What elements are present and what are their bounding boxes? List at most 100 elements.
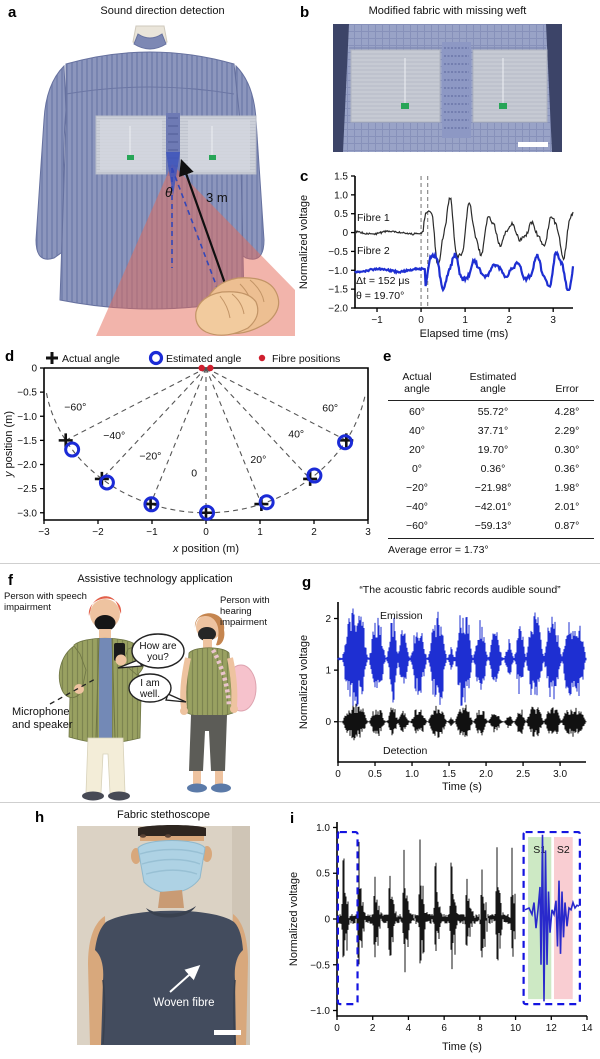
ray-angle-label: 20° <box>250 454 266 466</box>
fibre-pin-right <box>499 103 507 109</box>
panel-c: c −1 0 1 2 3 1.5 1.0 0.5 0 −0.5 −1.0 −1.5 −2.0 Fibre … <box>295 160 600 345</box>
y-tick-label: −1.5 <box>17 436 37 447</box>
panel-i: i 0 2 4 6 8 10 12 14 1.0 0.5 0 −0.5 −1.0 S1 S2 Time (s)… <box>285 804 600 1059</box>
legend-label: Actual angle <box>62 353 120 365</box>
panel-a: a Sound direction detection <box>0 0 295 345</box>
shirt-left-sleeve <box>35 64 69 260</box>
panel-b: b Modified fabric with missing weft <box>295 0 600 160</box>
audio-waveform-chart: 0 0.5 1.0 1.5 2.0 2.5 3.0 0 1 2 Emission Detection T… <box>298 602 587 793</box>
panel-f: f Assistive technology application Perso… <box>0 566 295 802</box>
ray-angle-label: 0 <box>191 468 197 480</box>
right-person-caption: Person with hearing impairment <box>220 595 270 628</box>
x-tick-label: 1 <box>462 315 468 326</box>
panel-h-title: Fabric stethoscope <box>117 809 210 821</box>
fabric-closeup-photo <box>333 24 562 152</box>
x-tick-label: −2 <box>92 527 104 538</box>
angle-estimation-chart: −3 −2 −1 0 1 2 3 0 −0.5 −1.0 −1.5 −2.0 −2.5 −3.0 −60° −… <box>3 350 371 555</box>
axis-label: Time (s) <box>442 781 482 793</box>
waveform-detection <box>337 703 587 741</box>
angle-ray <box>101 367 207 480</box>
legend-dot-icon <box>258 354 266 362</box>
right-person-mask <box>198 627 216 641</box>
x-tick-label: 0 <box>334 1023 340 1034</box>
legend-label: Fibre positions <box>272 353 340 365</box>
panel-h-label: h <box>35 809 45 826</box>
x-tick-label: 10 <box>510 1023 522 1034</box>
fibre-pin-right <box>209 155 216 160</box>
left-person-pants <box>85 737 126 794</box>
right-person-shoe <box>211 783 231 793</box>
x-tick-label: −1 <box>146 527 158 538</box>
hair <box>138 825 206 836</box>
shirt-neckline <box>146 906 196 918</box>
x-tick-label: 8 <box>477 1023 483 1034</box>
angle-ray <box>205 367 311 480</box>
y-tick-label: 0.5 <box>334 209 348 220</box>
fabric-panel-right <box>188 120 250 170</box>
heartbeat-waveform <box>336 839 516 973</box>
fabric-panel-left <box>100 120 162 170</box>
x-tick-label: 2.0 <box>479 769 493 780</box>
y-tick-label: −0.5 <box>310 960 330 971</box>
right-person-pants <box>189 715 227 771</box>
strip-texture <box>168 117 178 167</box>
panel-d: d −3 −2 −1 0 1 2 3 0 −0.5 −1.0 −1.5 −2.0 −2.5 −3.0 −60… <box>0 345 378 563</box>
left-person-caption: Person with speech impairment <box>4 591 87 613</box>
table-row: −20° −21.98° 1.98° <box>405 482 580 495</box>
panel-b-label: b <box>300 4 310 21</box>
y-tick-label: 2 <box>325 614 331 625</box>
x-tick-label: 0 <box>335 769 341 780</box>
angle-error-table: Actual angle Estimated angle Error 60° 55.72° 4… <box>388 361 594 556</box>
panel-a-title: Sound direction detection <box>100 5 225 17</box>
trace-fibre-2 <box>354 250 575 293</box>
left-person-shirt-strip <box>99 638 112 738</box>
speech-bubble-1: How are you? <box>117 633 185 669</box>
right-person-hair <box>194 613 225 646</box>
y-tick-label: 0 <box>325 717 331 728</box>
series-label: Fibre 2 <box>357 245 390 257</box>
axis-label: Normalized voltage <box>288 872 300 966</box>
panel-e: e Actual angle Estimated angle Error 60° 55.72… <box>378 345 600 563</box>
assistive-technology-illustration: How are you? I am well. <box>49 596 257 801</box>
distance-label: 3 m <box>206 190 228 205</box>
right-person-shirt <box>184 647 234 718</box>
shirt-yoke-seam <box>65 86 235 95</box>
fibre-pin-left <box>401 103 409 109</box>
panel-a-label: a <box>8 4 17 21</box>
table-header: Estimated angle <box>469 370 517 395</box>
x-tick-label: 1.5 <box>442 769 456 780</box>
woven-fibre-arrow <box>169 965 201 993</box>
svg-text:you?: you? <box>147 652 169 663</box>
fibre-voltage-chart: −1 0 1 2 3 1.5 1.0 0.5 0 −0.5 −1.0 −1.5 −2.0 Fibre 1 F… <box>298 172 575 340</box>
angle-ray <box>205 367 262 505</box>
hand-front <box>195 291 259 336</box>
table-row: −60° −59.13° 0.87° <box>405 520 580 533</box>
svg-text:I am: I am <box>140 678 159 689</box>
panel-h: h Fabric stethoscope Wo <box>0 804 290 1059</box>
x-tick-label: 14 <box>581 1023 593 1034</box>
ray-angle-label: −60° <box>64 401 86 413</box>
x-tick-label: −3 <box>38 527 50 538</box>
zoom-box <box>522 830 581 1006</box>
panel-f-title: Assistive technology application <box>77 573 233 585</box>
estimated-angle-marker <box>306 467 323 484</box>
annotation-dt: Δt = 152 μs <box>356 275 410 287</box>
woven-panel-left <box>350 49 441 123</box>
y-tick-label: −1.0 <box>328 266 348 277</box>
panel-c-label: c <box>300 168 309 185</box>
x-tick-label: 0.5 <box>368 769 382 780</box>
average-error: Average error = 1.73° <box>388 544 489 556</box>
fibre-pin-left <box>127 155 134 160</box>
x-tick-label: 2 <box>506 315 512 326</box>
y-tick-label: −2.0 <box>328 304 348 315</box>
estimated-angle-marker <box>258 494 275 511</box>
fibre-position-marker <box>198 364 205 372</box>
y-tick-label: 1.0 <box>316 823 330 834</box>
x-tick-label: 1 <box>257 527 263 538</box>
right-person <box>180 613 257 793</box>
missing-weft-strip <box>442 42 471 138</box>
panel-f-label: f <box>8 572 13 589</box>
svg-text:How are: How are <box>139 641 177 652</box>
x-tick-label: 0 <box>203 527 209 538</box>
